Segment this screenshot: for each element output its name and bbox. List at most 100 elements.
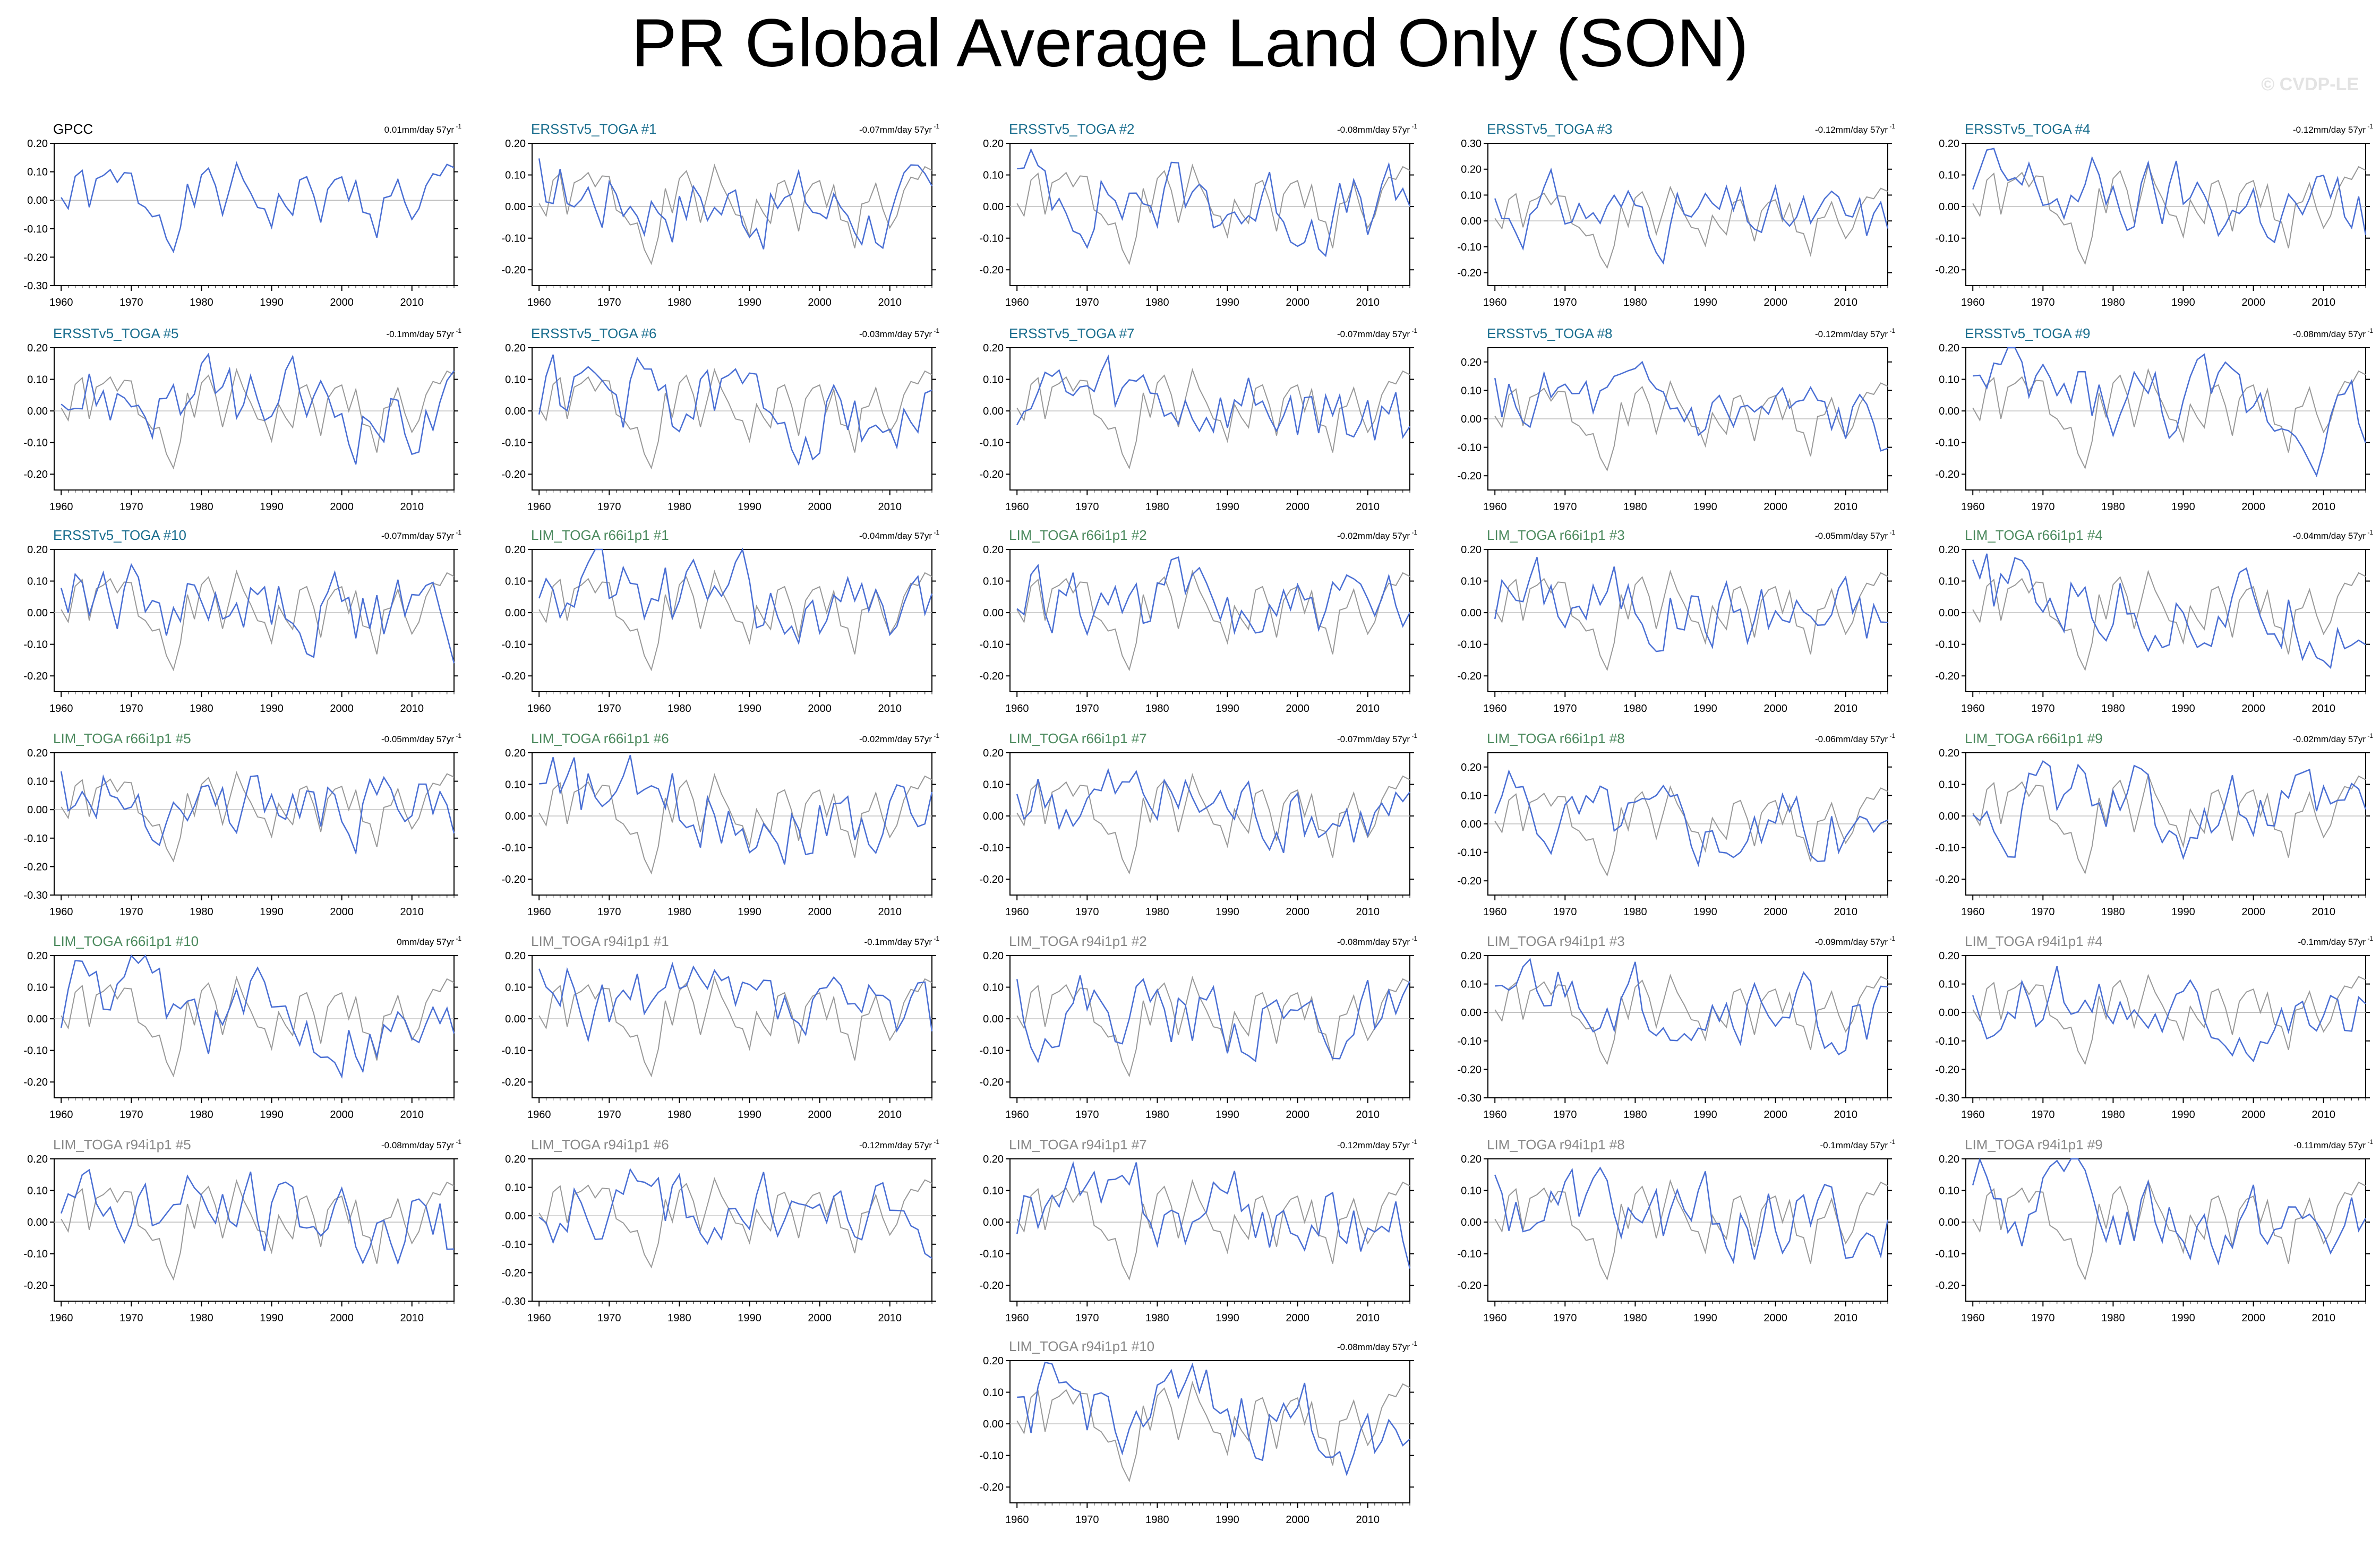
panel-trend-exponent: -1 bbox=[456, 123, 461, 130]
x-tick-label: 2010 bbox=[1834, 1312, 1857, 1324]
y-tick-label: -0.20 bbox=[1457, 268, 1482, 279]
y-tick-label: 0.20 bbox=[505, 950, 526, 962]
chart-panel: LIM_TOGA r94i1p1 #6 -0.12mm/day 57yr -1 0.2… bbox=[483, 1132, 945, 1334]
y-tick-label: 0.00 bbox=[983, 1217, 1004, 1228]
x-tick-label: 1990 bbox=[2171, 906, 2195, 918]
x-tick-label: 1970 bbox=[1075, 703, 1099, 715]
x-tick-label: 1980 bbox=[190, 501, 213, 513]
plot-frame bbox=[532, 1158, 932, 1302]
chart-panel: ERSSTv5_TOGA #3 -0.12mm/day 57yr -1 0.30 0.2… bbox=[1439, 117, 1901, 319]
y-tick-label: -0.10 bbox=[23, 833, 48, 845]
series-line-gpcc bbox=[1972, 974, 2366, 1065]
y-tick-label: 0.20 bbox=[983, 747, 1004, 759]
chart-panel: LIM_TOGA r94i1p1 #8 -0.1mm/day 57yr -1 0.20… bbox=[1439, 1132, 1901, 1334]
panel-trend: -0.07mm/day 57yr bbox=[1337, 329, 1410, 339]
panel-title: LIM_TOGA r66i1p1 #4 bbox=[1965, 527, 2103, 543]
chart-panel: ERSSTv5_TOGA #4 -0.12mm/day 57yr -1 0.20 0.1… bbox=[1917, 117, 2379, 319]
panel-trend-exponent: -1 bbox=[2367, 935, 2373, 942]
chart-svg: LIM_TOGA r94i1p1 #10 -0.08mm/day 57yr -1 0.… bbox=[979, 1338, 1417, 1526]
x-tick-label: 1960 bbox=[1961, 501, 1985, 513]
series-line-member bbox=[538, 547, 933, 646]
y-tick-label: 0.30 bbox=[1461, 138, 1482, 150]
series-line-gpcc bbox=[1494, 570, 1888, 672]
x-tick-label: 1990 bbox=[1215, 1514, 1239, 1526]
x-tick-label: 1980 bbox=[190, 1312, 213, 1324]
panel-trend-exponent: -1 bbox=[1889, 1138, 1895, 1146]
panel-title: LIM_TOGA r94i1p1 #7 bbox=[1009, 1137, 1147, 1153]
panel-trend: -0.12mm/day 57yr bbox=[859, 1140, 932, 1150]
x-tick-label: 1980 bbox=[667, 501, 691, 513]
x-tick-label: 2010 bbox=[1834, 501, 1857, 513]
series-line-gpcc bbox=[61, 1179, 455, 1281]
panel-trend-exponent: -1 bbox=[934, 1138, 939, 1146]
y-tick-label: 0.10 bbox=[983, 576, 1004, 588]
y-tick-label: 0.10 bbox=[1939, 1185, 1959, 1197]
y-tick-label: -0.20 bbox=[501, 1077, 526, 1088]
panel-trend-exponent: -1 bbox=[1411, 732, 1417, 739]
series-line-gpcc bbox=[1972, 570, 2366, 672]
y-tick-label: -0.10 bbox=[1935, 639, 1959, 651]
y-tick-label: -0.10 bbox=[979, 1045, 1004, 1057]
chart-panel: LIM_TOGA r94i1p1 #3 -0.09mm/day 57yr -1 0.2… bbox=[1439, 929, 1901, 1131]
x-tick-label: 1990 bbox=[1693, 906, 1717, 918]
panel-trend-exponent: -1 bbox=[2367, 327, 2373, 334]
chart-svg: ERSSTv5_TOGA #8 -0.12mm/day 57yr -1 0.20 0.1… bbox=[1457, 325, 1895, 513]
x-tick-label: 1960 bbox=[1005, 703, 1029, 715]
series-line-member bbox=[1016, 1161, 1411, 1269]
x-tick-label: 2000 bbox=[330, 1109, 354, 1121]
x-tick-label: 1990 bbox=[260, 703, 284, 715]
x-tick-label: 2010 bbox=[2311, 906, 2335, 918]
x-tick-label: 1990 bbox=[738, 906, 761, 918]
panel-trend: -0.1mm/day 57yr bbox=[2298, 937, 2366, 947]
series-line-member bbox=[1017, 1361, 1410, 1476]
y-tick-label: -0.20 bbox=[979, 1077, 1004, 1088]
y-tick-label: -0.10 bbox=[501, 842, 526, 854]
series-line-member bbox=[1972, 553, 2366, 669]
panel-trend: -0.02mm/day 57yr bbox=[859, 734, 932, 744]
y-tick-label: -0.20 bbox=[501, 469, 526, 480]
panel-title: LIM_TOGA r66i1p1 #6 bbox=[531, 730, 669, 746]
plot-frame bbox=[54, 752, 455, 896]
x-tick-label: 2010 bbox=[2311, 703, 2335, 715]
x-tick-label: 1990 bbox=[1215, 703, 1239, 715]
x-tick-label: 2000 bbox=[1763, 1312, 1787, 1324]
panel-title: LIM_TOGA r66i1p1 #8 bbox=[1487, 730, 1625, 746]
x-tick-label: 1970 bbox=[597, 1312, 621, 1324]
y-tick-label: -0.20 bbox=[1457, 875, 1482, 887]
x-tick-label: 1960 bbox=[1483, 297, 1507, 308]
y-tick-label: 0.00 bbox=[1461, 216, 1482, 227]
y-tick-label: -0.10 bbox=[1935, 842, 1959, 854]
x-tick-label: 1970 bbox=[1553, 297, 1577, 308]
series-line-gpcc bbox=[538, 976, 932, 1078]
y-tick-label: 0.20 bbox=[1461, 1154, 1482, 1165]
panel-trend-exponent: -1 bbox=[1889, 529, 1895, 536]
x-tick-label: 1990 bbox=[1693, 1312, 1717, 1324]
y-tick-label: -0.20 bbox=[979, 670, 1004, 682]
y-tick-label: 0.20 bbox=[27, 138, 48, 150]
x-tick-label: 1990 bbox=[2171, 1109, 2195, 1121]
x-tick-label: 1970 bbox=[597, 501, 621, 513]
plot-frame bbox=[1009, 549, 1410, 692]
plot-frame bbox=[1009, 955, 1410, 1098]
x-tick-label: 2000 bbox=[1763, 1109, 1787, 1121]
y-tick-label: 0.10 bbox=[27, 1185, 48, 1197]
panel-title: LIM_TOGA r94i1p1 #3 bbox=[1487, 933, 1625, 949]
x-tick-label: 2000 bbox=[1286, 1109, 1309, 1121]
panel-title: ERSSTv5_TOGA #6 bbox=[531, 325, 657, 341]
panel-trend: -0.1mm/day 57yr bbox=[864, 937, 932, 947]
panel-title: ERSSTv5_TOGA #3 bbox=[1487, 121, 1613, 137]
plot-frame bbox=[1009, 1360, 1410, 1503]
series-line-member bbox=[60, 771, 455, 856]
panel-title: LIM_TOGA r66i1p1 #2 bbox=[1009, 527, 1147, 543]
x-tick-label: 1980 bbox=[2101, 1109, 2125, 1121]
x-tick-label: 1980 bbox=[1145, 703, 1169, 715]
y-tick-label: 0.00 bbox=[27, 804, 48, 816]
x-tick-label: 1960 bbox=[1961, 1109, 1985, 1121]
y-tick-label: -0.10 bbox=[979, 1249, 1004, 1260]
chart-panel: LIM_TOGA r66i1p1 #5 -0.05mm/day 57yr -1 0.2… bbox=[5, 726, 467, 928]
x-tick-label: 2000 bbox=[330, 297, 354, 308]
x-tick-label: 2010 bbox=[400, 1312, 424, 1324]
plot-frame bbox=[1965, 1158, 2366, 1302]
panel-trend: -0.07mm/day 57yr bbox=[1337, 734, 1410, 744]
y-tick-label: -0.20 bbox=[23, 861, 48, 873]
